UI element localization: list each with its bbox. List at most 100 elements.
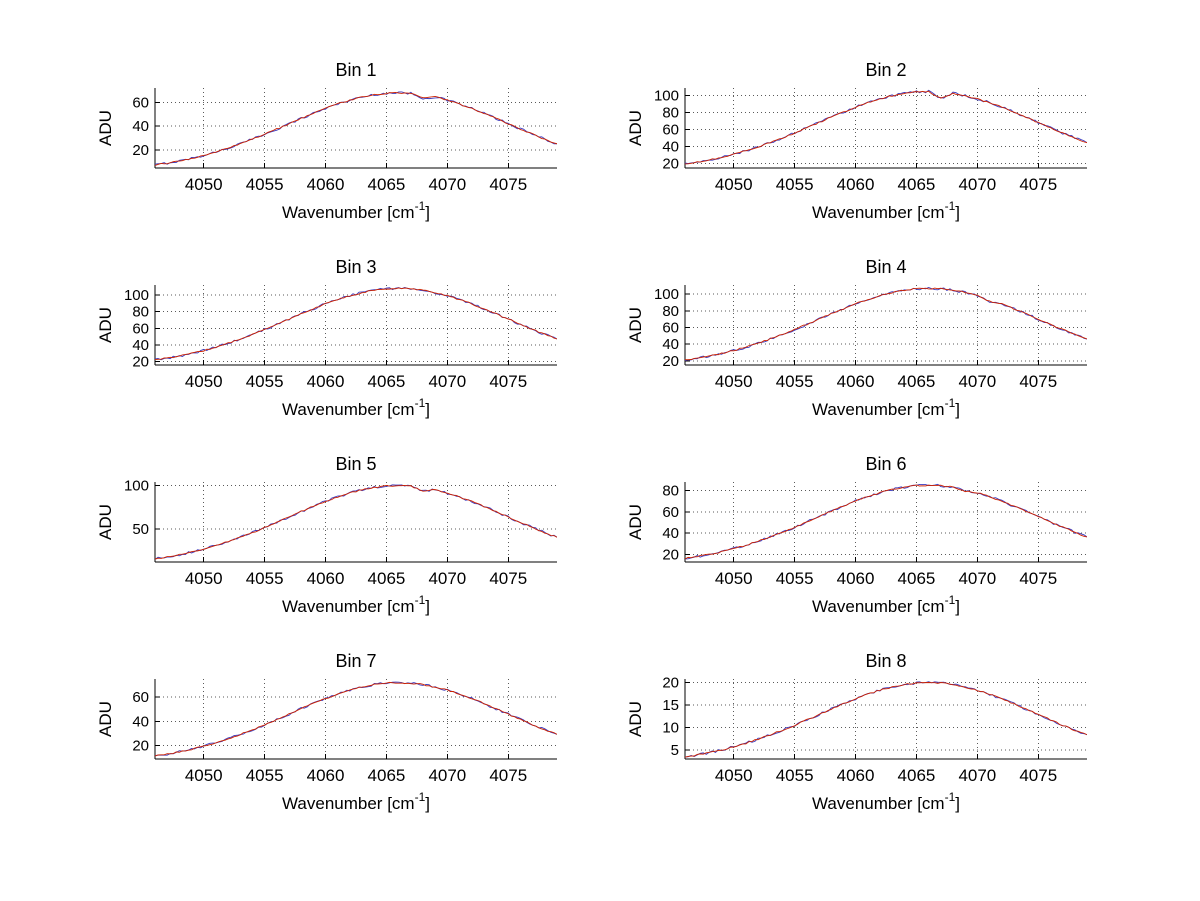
x-tick-label: 4055	[246, 766, 284, 785]
y-tick-label: 40	[662, 139, 679, 156]
y-tick-label: 50	[132, 521, 149, 538]
y-axis-label: ADU	[96, 504, 115, 540]
x-tick-label: 4075	[489, 569, 527, 588]
subplot-bin-3: 4050 4055 4060 4065 4070 4075 20 40 60 80 100 Bin 3…	[37, 249, 567, 446]
series-fit	[685, 90, 1087, 165]
x-tick-label: 4050	[715, 175, 753, 194]
x-tick-label: 4065	[368, 569, 406, 588]
x-tick-label: 4065	[898, 766, 936, 785]
series-fit	[685, 484, 1087, 560]
x-tick-label: 4075	[1019, 569, 1057, 588]
series-fit	[155, 92, 557, 166]
y-tick-label: 100	[654, 286, 679, 303]
y-axis-label: ADU	[626, 110, 645, 146]
x-axis-label: Wavenumber [cm-1]	[282, 396, 430, 419]
subplot-bin-7: 4050 4055 4060 4065 4070 4075 20 40 60 Bin 7 ADU Wa…	[37, 643, 567, 840]
y-tick-label: 20	[132, 354, 149, 371]
y-tick-label: 100	[124, 287, 149, 304]
x-tick-label: 4065	[898, 175, 936, 194]
series-measured	[155, 484, 557, 560]
x-tick-label: 4050	[715, 766, 753, 785]
y-axis-label: ADU	[96, 110, 115, 146]
y-tick-label: 60	[132, 320, 149, 337]
x-tick-label: 4060	[307, 175, 345, 194]
series-measured	[685, 89, 1087, 165]
chart-title: Bin 5	[335, 454, 376, 474]
x-tick-label: 4050	[185, 372, 223, 391]
x-tick-label: 4050	[715, 372, 753, 391]
x-tick-label: 4075	[489, 175, 527, 194]
x-tick-label: 4075	[489, 766, 527, 785]
y-axis-label: ADU	[626, 307, 645, 343]
series-fit	[155, 681, 557, 757]
y-tick-label: 40	[132, 713, 149, 730]
x-tick-label: 4050	[185, 175, 223, 194]
y-tick-label: 40	[662, 336, 679, 353]
series-measured	[155, 287, 557, 361]
x-tick-label: 4060	[837, 175, 875, 194]
x-tick-label: 4060	[837, 569, 875, 588]
y-tick-label: 20	[662, 675, 679, 692]
y-tick-label: 80	[662, 303, 679, 320]
y-tick-label: 5	[671, 742, 679, 759]
x-tick-label: 4050	[715, 569, 753, 588]
series-measured	[685, 681, 1087, 758]
y-tick-label: 40	[132, 337, 149, 354]
subplot-bin-5: 4050 4055 4060 4065 4070 4075 50 100 Bin 5 ADU Wav…	[37, 446, 567, 643]
x-tick-label: 4070	[428, 372, 466, 391]
x-tick-label: 4060	[307, 372, 345, 391]
y-axis-label: ADU	[96, 307, 115, 343]
x-tick-label: 4060	[837, 372, 875, 391]
chart-title: Bin 3	[335, 257, 376, 277]
x-tick-label: 4055	[776, 569, 814, 588]
y-tick-label: 100	[654, 88, 679, 105]
x-tick-label: 4070	[958, 569, 996, 588]
y-axis-label: ADU	[626, 701, 645, 737]
x-tick-label: 4075	[1019, 175, 1057, 194]
x-tick-label: 4070	[428, 569, 466, 588]
subplot-bin-1: 4050 4055 4060 4065 4070 4075 20 40 60 Bin 1 ADU Wa…	[37, 52, 567, 249]
y-tick-label: 60	[662, 504, 679, 521]
x-tick-label: 4060	[837, 766, 875, 785]
x-axis-label: Wavenumber [cm-1]	[282, 593, 430, 616]
series-fit	[685, 287, 1087, 361]
y-tick-label: 20	[662, 156, 679, 173]
y-axis-label: ADU	[96, 701, 115, 737]
figure-grid: 4050 4055 4060 4065 4070 4075 20 40 60 Bin 1 ADU Wa…	[37, 52, 1097, 840]
x-tick-label: 4060	[307, 569, 345, 588]
y-tick-label: 60	[132, 94, 149, 111]
y-tick-label: 10	[662, 720, 679, 737]
chart-title: Bin 4	[865, 257, 906, 277]
x-tick-label: 4060	[307, 766, 345, 785]
y-tick-label: 80	[662, 483, 679, 500]
chart-title: Bin 8	[865, 651, 906, 671]
subplot-bin-2: 4050 4055 4060 4065 4070 4075 20 40 60 80 100 Bin 2…	[567, 52, 1097, 249]
series-fit	[155, 287, 557, 361]
y-tick-label: 80	[132, 304, 149, 321]
series-measured	[685, 483, 1087, 560]
x-tick-label: 4065	[368, 175, 406, 194]
x-tick-label: 4070	[958, 766, 996, 785]
x-tick-label: 4055	[776, 372, 814, 391]
y-tick-label: 20	[662, 353, 679, 370]
y-tick-label: 20	[132, 142, 149, 159]
x-tick-label: 4050	[185, 569, 223, 588]
x-axis-label: Wavenumber [cm-1]	[812, 790, 960, 813]
y-axis-label: ADU	[626, 504, 645, 540]
x-axis-label: Wavenumber [cm-1]	[812, 396, 960, 419]
subplot-bin-6: 4050 4055 4060 4065 4070 4075 20 40 60 80 Bin 6 ADU…	[567, 446, 1097, 643]
chart-title: Bin 2	[865, 60, 906, 80]
x-tick-label: 4055	[246, 175, 284, 194]
x-tick-label: 4065	[898, 569, 936, 588]
chart-5: 4050 4055 4060 4065 4070 4075 50 100 Bin 5 ADU Wav…	[96, 454, 557, 616]
series-fit	[685, 682, 1087, 758]
y-tick-label: 60	[132, 689, 149, 706]
x-tick-label: 4070	[428, 766, 466, 785]
y-tick-label: 20	[662, 547, 679, 564]
chart-8: 4050 4055 4060 4065 4070 4075 5 10 15 20 Bin 8 ADU W…	[626, 651, 1087, 813]
chart-title: Bin 6	[865, 454, 906, 474]
